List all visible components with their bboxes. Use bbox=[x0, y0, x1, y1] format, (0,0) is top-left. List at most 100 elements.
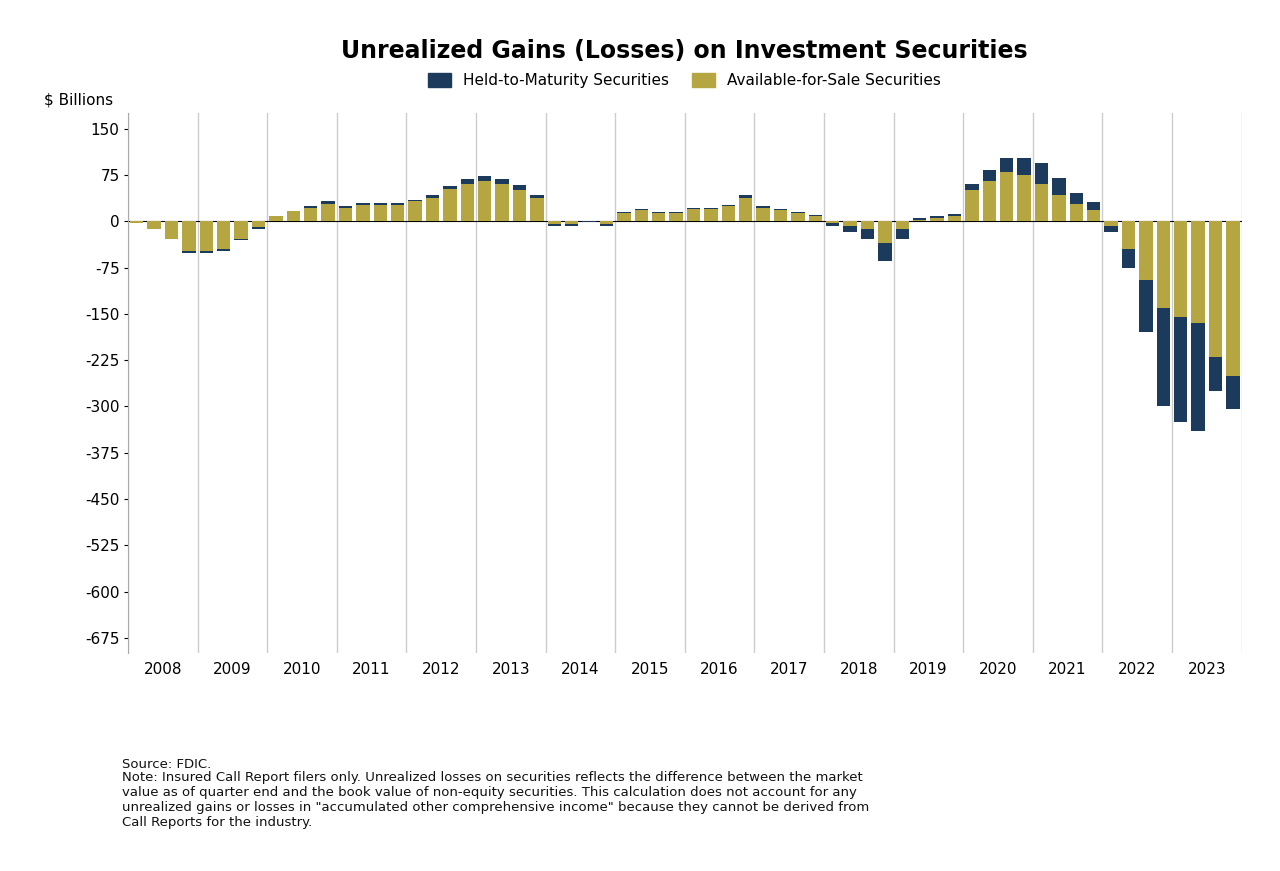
Bar bbox=[722, 205, 735, 206]
Bar bbox=[200, 251, 212, 253]
Bar bbox=[408, 199, 422, 201]
Bar bbox=[686, 207, 700, 209]
Bar bbox=[1018, 175, 1030, 221]
Bar bbox=[860, 221, 874, 229]
Bar bbox=[965, 191, 979, 221]
Bar bbox=[931, 216, 943, 218]
Bar bbox=[321, 201, 335, 204]
Bar bbox=[477, 181, 492, 221]
Bar bbox=[791, 212, 805, 213]
Bar bbox=[234, 221, 248, 239]
Bar bbox=[252, 221, 265, 227]
Bar bbox=[1157, 221, 1170, 307]
Bar bbox=[1157, 307, 1170, 407]
Bar bbox=[652, 212, 666, 213]
Bar bbox=[200, 221, 212, 251]
Bar bbox=[216, 249, 230, 252]
Bar bbox=[1034, 184, 1048, 221]
Bar bbox=[530, 198, 544, 221]
Bar bbox=[513, 191, 526, 221]
Bar bbox=[426, 198, 439, 221]
Bar bbox=[1226, 375, 1240, 409]
Bar bbox=[686, 209, 700, 221]
Bar bbox=[1192, 221, 1204, 323]
Bar bbox=[1192, 323, 1204, 431]
Bar bbox=[374, 203, 387, 205]
Bar bbox=[495, 184, 509, 221]
Bar bbox=[913, 218, 927, 221]
Bar bbox=[809, 215, 822, 216]
Bar bbox=[461, 184, 474, 221]
Bar bbox=[1000, 159, 1014, 172]
Bar bbox=[860, 229, 874, 239]
Bar bbox=[234, 239, 248, 240]
Bar bbox=[443, 186, 457, 189]
Bar bbox=[408, 201, 422, 221]
Text: Note: Insured Call Report filers only. Unrealized losses on securities reflects : Note: Insured Call Report filers only. U… bbox=[122, 771, 869, 829]
Bar bbox=[443, 189, 457, 221]
Bar bbox=[947, 213, 961, 221]
Bar bbox=[216, 221, 230, 249]
Bar bbox=[321, 204, 335, 221]
Bar bbox=[1052, 195, 1066, 221]
Bar bbox=[390, 205, 404, 221]
Bar bbox=[1087, 210, 1101, 221]
Bar bbox=[303, 206, 317, 207]
Bar bbox=[878, 221, 892, 243]
Bar bbox=[844, 221, 856, 226]
Bar bbox=[635, 209, 648, 210]
Bar bbox=[461, 179, 474, 184]
Bar bbox=[252, 227, 265, 229]
Bar bbox=[739, 198, 753, 221]
Bar bbox=[773, 209, 787, 210]
Bar bbox=[339, 207, 352, 221]
Bar bbox=[896, 221, 909, 229]
Bar bbox=[356, 205, 370, 221]
Bar bbox=[722, 206, 735, 221]
Bar bbox=[756, 206, 769, 207]
Text: Source: FDIC.: Source: FDIC. bbox=[122, 758, 211, 771]
Bar bbox=[773, 210, 787, 221]
Bar bbox=[426, 195, 439, 198]
Bar bbox=[548, 225, 561, 226]
Bar bbox=[965, 184, 979, 191]
Bar bbox=[1174, 317, 1188, 422]
Bar bbox=[704, 207, 718, 209]
Bar bbox=[669, 213, 684, 221]
Bar bbox=[931, 216, 943, 221]
Bar bbox=[1174, 221, 1188, 317]
Bar bbox=[1226, 221, 1240, 375]
Bar bbox=[513, 186, 526, 191]
Bar bbox=[600, 225, 613, 226]
Bar bbox=[1034, 163, 1048, 184]
Bar bbox=[1105, 226, 1117, 233]
Bar bbox=[303, 207, 317, 221]
Bar bbox=[826, 223, 840, 226]
Bar bbox=[1105, 221, 1117, 226]
Bar bbox=[844, 226, 856, 233]
Bar bbox=[913, 218, 927, 220]
Bar bbox=[129, 221, 143, 223]
Bar bbox=[983, 181, 996, 221]
Bar bbox=[617, 212, 631, 213]
Bar bbox=[1070, 204, 1083, 221]
Bar bbox=[669, 212, 684, 213]
Bar bbox=[1087, 202, 1101, 210]
Bar bbox=[287, 211, 300, 221]
Bar bbox=[791, 213, 805, 221]
Bar bbox=[652, 213, 666, 221]
Bar bbox=[1070, 192, 1083, 204]
Bar bbox=[600, 221, 613, 225]
Bar bbox=[356, 203, 370, 205]
Bar bbox=[983, 170, 996, 181]
Bar bbox=[739, 195, 753, 198]
Bar bbox=[1121, 249, 1135, 267]
Bar bbox=[564, 221, 579, 225]
Title: Unrealized Gains (Losses) on Investment Securities: Unrealized Gains (Losses) on Investment … bbox=[342, 38, 1028, 63]
Bar bbox=[495, 179, 509, 184]
Legend: Held-to-Maturity Securities, Available-for-Sale Securities: Held-to-Maturity Securities, Available-f… bbox=[422, 67, 947, 94]
Bar bbox=[269, 216, 283, 221]
Bar bbox=[878, 243, 892, 261]
Bar bbox=[1000, 172, 1014, 221]
Bar bbox=[947, 213, 961, 216]
